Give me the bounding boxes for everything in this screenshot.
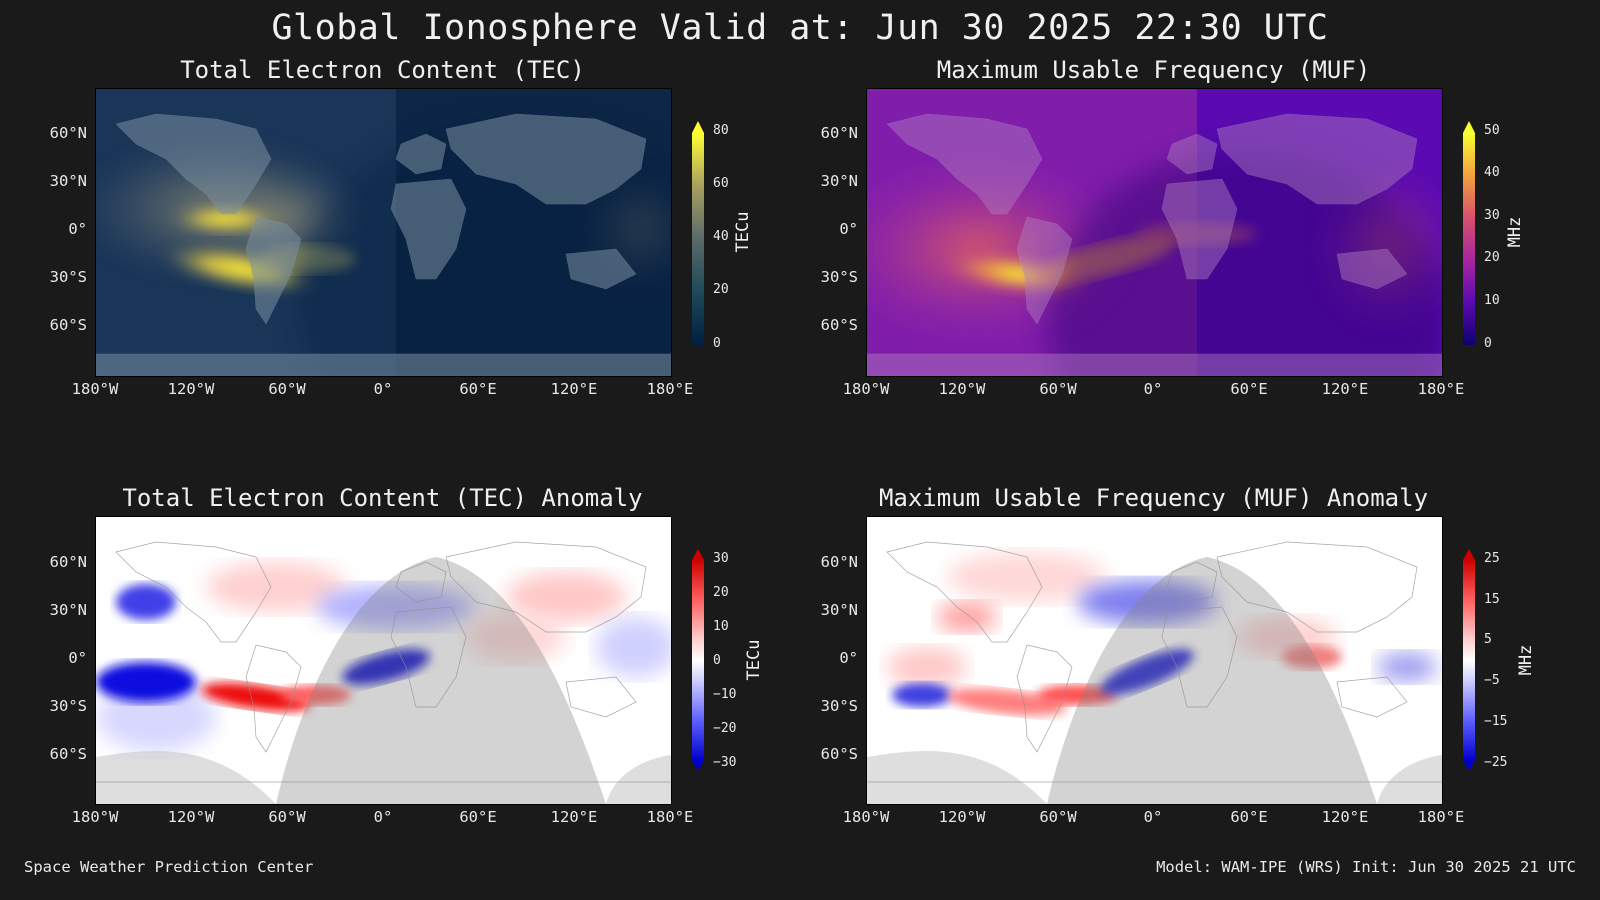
tec-map — [95, 88, 672, 377]
muf-anomaly-lon-label-0: 0° — [1143, 808, 1163, 826]
footer-source: Space Weather Prediction Center — [24, 858, 314, 876]
footer-model-info: Model: WAM-IPE (WRS) Init: Jun 30 2025 2… — [1156, 858, 1576, 876]
muf-lat-label-0: 0° — [839, 220, 858, 238]
muf-anomaly-colorbar — [1463, 549, 1475, 771]
tec-lat-label-60n: 60°N — [49, 124, 87, 142]
tec-anomaly-cbar-label: TECu — [744, 639, 764, 681]
muf-lat-label-30s: 30°S — [820, 268, 858, 286]
muf-lon-label-180w: 180°W — [842, 380, 890, 398]
tec-anomaly-map — [95, 516, 672, 805]
muf-cbar-tick-20: 20 — [1484, 250, 1500, 265]
muf-panel-title: Maximum Usable Frequency (MUF) — [936, 56, 1371, 84]
muf-cbar-tick-40: 40 — [1484, 165, 1500, 180]
tec-anomaly-cbar-tick-20: 20 — [713, 585, 729, 600]
muf-lat-label-60n: 60°N — [820, 124, 858, 142]
muf-anomaly-cbar-tick-15: 15 — [1484, 592, 1500, 607]
muf-anomaly-lat-label-30n: 30°N — [820, 601, 858, 619]
muf-anomaly-lat-label-30s: 30°S — [820, 697, 858, 715]
muf-colorbar — [1463, 121, 1475, 345]
tec-lon-label-60w: 60°W — [268, 380, 306, 398]
muf-anomaly-lon-label-60w: 60°W — [1039, 808, 1077, 826]
muf-anomaly-cbar-tick-25: 25 — [1484, 551, 1500, 566]
tec-cbar-tick-0: 0 — [713, 336, 721, 351]
tec-lat-label-30s: 30°S — [49, 268, 87, 286]
tec-anomaly-map-graphic — [96, 517, 671, 804]
muf-anomaly-lon-label-120e: 120°E — [1321, 808, 1369, 826]
tec-anomaly-cbar-tick-neg20: −20 — [713, 721, 737, 736]
muf-cbar-tick-0: 0 — [1484, 336, 1492, 351]
tec-anomaly-cbar-tick-neg10: −10 — [713, 687, 737, 702]
muf-anomaly-cbar-tick-neg25: −25 — [1484, 755, 1508, 770]
tec-anomaly-lon-label-180e: 180°E — [646, 808, 694, 826]
muf-lat-label-60s: 60°S — [820, 316, 858, 334]
muf-lon-label-180e: 180°E — [1417, 380, 1465, 398]
muf-anomaly-lon-label-180e: 180°E — [1417, 808, 1465, 826]
muf-lon-label-120w: 120°W — [938, 380, 986, 398]
muf-anomaly-map — [866, 516, 1443, 805]
muf-anomaly-lat-label-0: 0° — [839, 649, 858, 667]
muf-map — [866, 88, 1443, 377]
tec-anomaly-cbar-tick-0: 0 — [713, 653, 721, 668]
muf-anomaly-continents — [867, 541, 1442, 783]
tec-cbar-label: TECu — [733, 211, 753, 253]
tec-anomaly-cbar-tick-neg30: −30 — [713, 755, 737, 770]
tec-anomaly-lat-label-30s: 30°S — [49, 697, 87, 715]
tec-anomaly-lat-label-0: 0° — [68, 649, 87, 667]
tec-anomaly-lat-label-30n: 30°N — [49, 601, 87, 619]
tec-map-graphic — [96, 89, 671, 376]
tec-anomaly-cbar-tick-30: 30 — [713, 551, 729, 566]
tec-lon-label-120e: 120°E — [550, 380, 598, 398]
muf-anomaly-lon-label-180w: 180°W — [842, 808, 890, 826]
muf-continents — [867, 113, 1442, 376]
muf-lon-label-0: 0° — [1143, 380, 1163, 398]
muf-anomaly-lat-label-60s: 60°S — [820, 745, 858, 763]
muf-anomaly-panel-title: Maximum Usable Frequency (MUF) Anomaly — [878, 484, 1429, 512]
muf-anomaly-lon-label-60e: 60°E — [1230, 808, 1268, 826]
muf-cbar-tick-10: 10 — [1484, 293, 1500, 308]
tec-anomaly-lon-label-60e: 60°E — [459, 808, 497, 826]
muf-anomaly-lon-label-120w: 120°W — [938, 808, 986, 826]
tec-anomaly-colorbar — [692, 549, 704, 771]
tec-anomaly-panel-title: Total Electron Content (TEC) Anomaly — [122, 484, 643, 512]
tec-lat-label-30n: 30°N — [49, 172, 87, 190]
muf-lon-label-120e: 120°E — [1321, 380, 1369, 398]
tec-anomaly-lon-label-60w: 60°W — [268, 808, 306, 826]
muf-anomaly-lat-label-60n: 60°N — [820, 553, 858, 571]
tec-lon-label-180w: 180°W — [71, 380, 119, 398]
tec-lon-label-120w: 120°W — [167, 380, 215, 398]
tec-cbar-tick-40: 40 — [713, 229, 729, 244]
tec-continents — [96, 113, 671, 376]
tec-anomaly-continents — [96, 541, 671, 783]
tec-anomaly-lon-label-120e: 120°E — [550, 808, 598, 826]
tec-panel-title: Total Electron Content (TEC) — [180, 56, 585, 84]
muf-cbar-tick-30: 30 — [1484, 208, 1500, 223]
muf-lon-label-60w: 60°W — [1039, 380, 1077, 398]
tec-colorbar — [692, 121, 704, 345]
muf-cbar-tick-50: 50 — [1484, 123, 1500, 138]
muf-anomaly-cbar-tick-neg5: −5 — [1484, 673, 1500, 688]
muf-anomaly-cbar-tick-5: 5 — [1484, 632, 1492, 647]
tec-anomaly-lon-label-0: 0° — [373, 808, 393, 826]
main-title: Global Ionosphere Valid at: Jun 30 2025 … — [271, 8, 1329, 48]
tec-anomaly-lon-label-180w: 180°W — [71, 808, 119, 826]
tec-anomaly-lat-label-60s: 60°S — [49, 745, 87, 763]
tec-lon-label-60e: 60°E — [459, 380, 497, 398]
tec-anomaly-lat-label-60n: 60°N — [49, 553, 87, 571]
muf-anomaly-cbar-label: MHz — [1516, 644, 1536, 676]
tec-lat-label-60s: 60°S — [49, 316, 87, 334]
tec-cbar-tick-20: 20 — [713, 282, 729, 297]
tec-anomaly-cbar-tick-10: 10 — [713, 619, 729, 634]
tec-cbar-tick-80: 80 — [713, 123, 729, 138]
muf-anomaly-map-graphic — [867, 517, 1442, 804]
muf-lat-label-30n: 30°N — [820, 172, 858, 190]
muf-map-graphic — [867, 89, 1442, 376]
muf-cbar-label: MHz — [1505, 216, 1525, 248]
muf-lon-label-60e: 60°E — [1230, 380, 1268, 398]
tec-anomaly-lon-label-120w: 120°W — [167, 808, 215, 826]
muf-anomaly-cbar-tick-neg15: −15 — [1484, 714, 1508, 729]
tec-lat-label-0: 0° — [68, 220, 87, 238]
tec-lon-label-180e: 180°E — [646, 380, 694, 398]
tec-lon-label-0: 0° — [373, 380, 393, 398]
tec-cbar-tick-60: 60 — [713, 176, 729, 191]
